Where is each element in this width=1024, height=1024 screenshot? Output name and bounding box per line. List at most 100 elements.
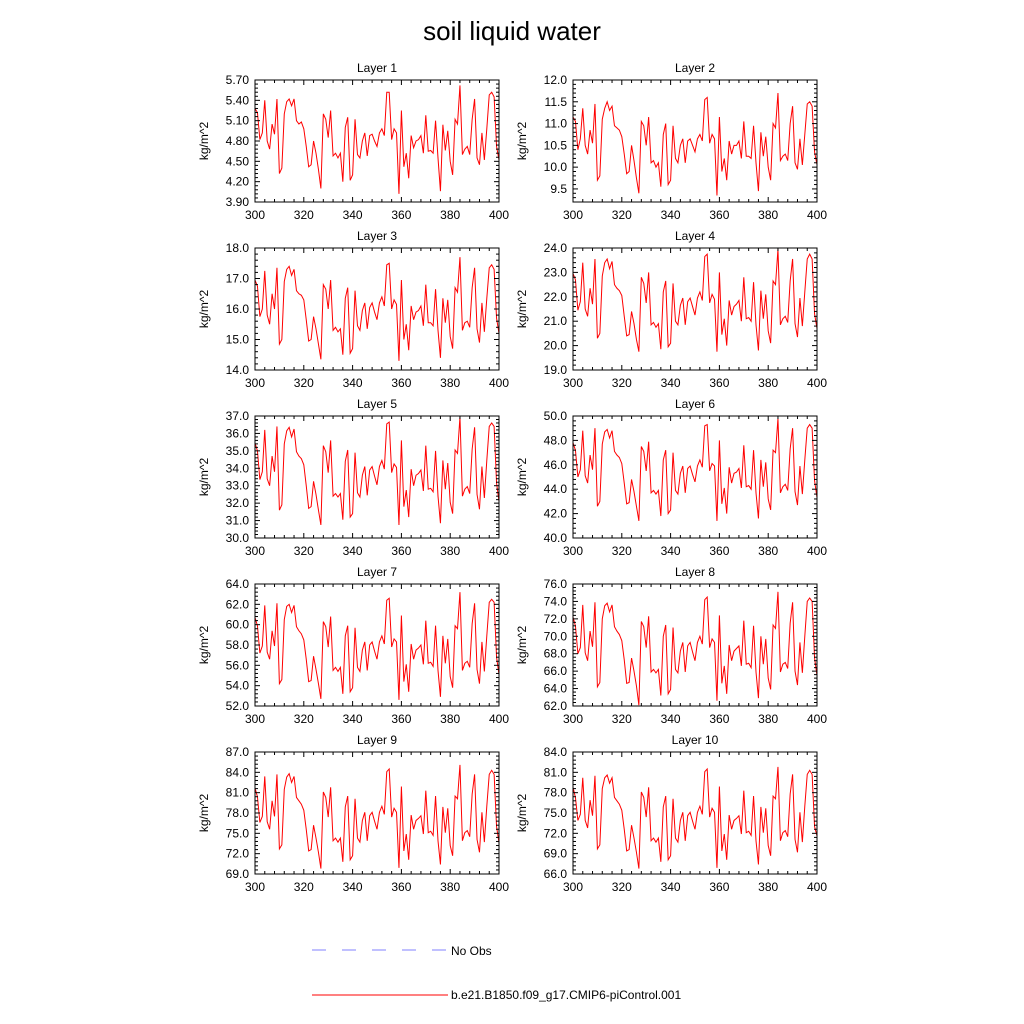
y-tick-label: 70.0 [544, 629, 568, 643]
y-tick-label: 87.0 [226, 745, 250, 759]
y-tick-label: 4.20 [226, 175, 250, 189]
x-tick-label: 300 [245, 880, 265, 894]
y-tick-label: 21.0 [544, 314, 568, 328]
y-tick-label: 11.0 [545, 117, 568, 131]
plot-frame [572, 247, 818, 371]
series-line [254, 592, 500, 700]
x-tick-label: 320 [294, 208, 314, 222]
legend-model-label: b.e21.B1850.f09_g17.CMIP6-piControl.001 [451, 988, 681, 1002]
x-tick-label: 320 [612, 880, 632, 894]
x-tick-label: 340 [661, 880, 681, 894]
series-line [572, 766, 818, 869]
y-tick-label: 72.0 [226, 847, 250, 861]
y-tick-label: 62.0 [226, 597, 250, 611]
y-tick-label: 68.0 [544, 647, 568, 661]
x-tick-label: 400 [807, 376, 827, 390]
y-tick-label: 78.0 [226, 806, 250, 820]
plot-frame [254, 583, 500, 707]
y-tick-label: 56.0 [226, 658, 250, 672]
figure-title: soil liquid water [423, 16, 601, 46]
y-axis-label: kg/m^2 [515, 794, 529, 833]
series-line [254, 85, 500, 194]
y-axis-label: kg/m^2 [515, 290, 529, 329]
panel-title: Layer 8 [675, 565, 715, 579]
x-tick-label: 300 [563, 880, 583, 894]
y-tick-label: 74.0 [544, 594, 568, 608]
x-tick-label: 320 [612, 208, 632, 222]
y-tick-label: 36.0 [226, 426, 250, 440]
y-tick-label: 23.0 [544, 265, 568, 279]
panel-8: 300 320 340 360 380 400 76.0 74.0 72.0 70.0 68.0 66… [515, 565, 827, 726]
x-tick-label: 300 [245, 376, 265, 390]
y-tick-label: 20.0 [544, 339, 568, 353]
x-tick-label: 400 [489, 544, 509, 558]
x-tick-label: 380 [440, 376, 460, 390]
y-tick-label: 72.0 [544, 826, 568, 840]
x-tick-label: 380 [758, 880, 778, 894]
panel-5: 300 320 340 360 380 400 37.0 36.0 35.0 34.0 33.0 32… [197, 397, 509, 558]
x-tick-label: 340 [343, 880, 363, 894]
y-tick-label: 54.0 [226, 679, 250, 693]
y-tick-label: 5.40 [226, 93, 250, 107]
panel-1: 300 320 340 360 380 400 5.70 5.40 5.10 4.80 4.50 4.… [197, 61, 509, 222]
panel-6: 300 320 340 360 380 400 50.0 48.0 46.0 44.0 42.0 40… [515, 397, 827, 558]
y-tick-label: 15.0 [226, 333, 250, 347]
y-axis-label: kg/m^2 [515, 626, 529, 665]
x-tick-label: 360 [709, 880, 729, 894]
panel-4: 300 320 340 360 380 400 24.0 23.0 22.0 21.0 20.0 19… [515, 229, 827, 390]
x-tick-label: 400 [489, 208, 509, 222]
y-tick-label: 34.0 [226, 461, 250, 475]
x-tick-label: 360 [391, 208, 411, 222]
y-tick-label: 58.0 [226, 638, 250, 652]
plot-frame [254, 415, 500, 539]
y-tick-label: 17.0 [226, 272, 250, 286]
y-tick-label: 42.0 [544, 507, 568, 521]
x-tick-label: 400 [807, 544, 827, 558]
x-tick-label: 320 [612, 376, 632, 390]
x-tick-label: 320 [612, 544, 632, 558]
x-tick-label: 360 [391, 880, 411, 894]
x-tick-label: 400 [807, 208, 827, 222]
y-tick-label: 81.0 [544, 765, 568, 779]
y-tick-label: 5.10 [226, 114, 250, 128]
panel-title: Layer 2 [675, 61, 715, 75]
y-tick-label: 32.0 [226, 496, 250, 510]
plot-frame [254, 247, 500, 371]
y-tick-label: 50.0 [544, 409, 568, 423]
y-tick-label: 18.0 [226, 241, 250, 255]
y-tick-label: 46.0 [544, 458, 568, 472]
plot-frame [572, 583, 818, 707]
y-tick-label: 78.0 [544, 786, 568, 800]
series-line [572, 591, 818, 706]
x-tick-label: 340 [661, 712, 681, 726]
plot-frame [572, 79, 818, 203]
y-tick-label: 14.0 [226, 363, 250, 377]
y-tick-label: 52.0 [226, 699, 250, 713]
y-tick-label: 10.5 [544, 138, 568, 152]
x-tick-label: 340 [343, 208, 363, 222]
x-tick-label: 360 [391, 544, 411, 558]
panel-10: 300 320 340 360 380 400 84.0 81.0 78.0 75.0 72.0 69… [515, 733, 827, 894]
x-tick-label: 400 [489, 376, 509, 390]
x-tick-label: 300 [245, 208, 265, 222]
x-tick-label: 360 [709, 544, 729, 558]
y-tick-label: 4.50 [226, 154, 250, 168]
x-tick-label: 360 [391, 376, 411, 390]
y-tick-label: 66.0 [544, 867, 568, 881]
y-tick-label: 22.0 [544, 290, 568, 304]
panel-7: 300 320 340 360 380 400 64.0 62.0 60.0 58.0 56.0 54… [197, 565, 509, 726]
y-tick-label: 40.0 [544, 531, 568, 545]
x-tick-label: 300 [563, 712, 583, 726]
panel-9: 300 320 340 360 380 400 87.0 84.0 81.0 78.0 75.0 72… [197, 733, 509, 894]
y-tick-label: 72.0 [544, 612, 568, 626]
x-tick-label: 380 [758, 208, 778, 222]
x-tick-label: 400 [489, 880, 509, 894]
y-tick-label: 84.0 [544, 745, 568, 759]
y-tick-label: 75.0 [544, 806, 568, 820]
x-tick-label: 340 [343, 544, 363, 558]
x-tick-label: 380 [440, 208, 460, 222]
x-tick-label: 360 [391, 712, 411, 726]
x-tick-label: 360 [709, 712, 729, 726]
panel-title: Layer 7 [357, 565, 397, 579]
x-tick-label: 400 [807, 712, 827, 726]
